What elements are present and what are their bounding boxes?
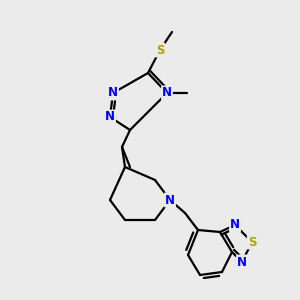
Text: S: S <box>248 236 256 248</box>
Text: N: N <box>230 218 240 232</box>
Text: S: S <box>156 44 164 56</box>
Text: N: N <box>162 86 172 100</box>
Text: N: N <box>108 86 118 100</box>
Text: N: N <box>105 110 115 124</box>
Text: N: N <box>165 194 175 206</box>
Text: N: N <box>237 256 247 268</box>
